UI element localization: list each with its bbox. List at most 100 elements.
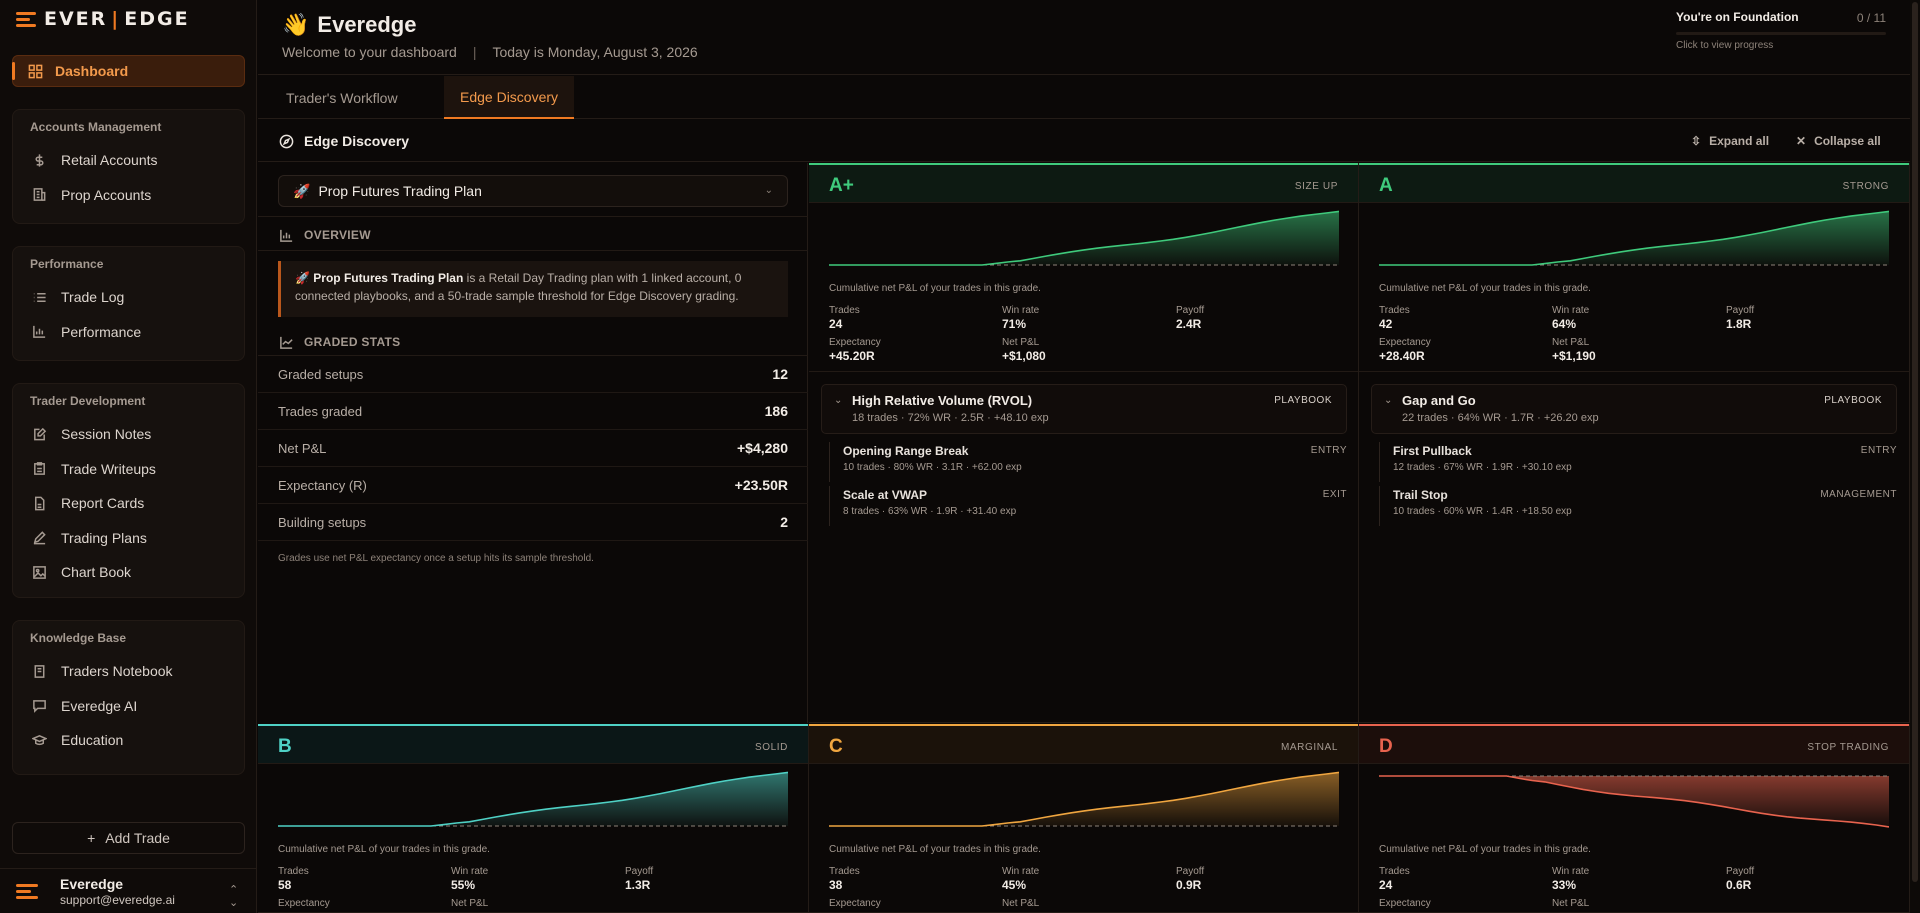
logo-icon <box>16 10 38 28</box>
chart-caption: Cumulative net P&L of your trades in thi… <box>829 283 1041 294</box>
setup-stats: 10 trades · 60% WR · 1.4R · +18.50 exp <box>1393 506 1572 517</box>
file-icon <box>31 495 47 511</box>
chevron-down-icon[interactable]: ⌄ <box>1384 395 1393 406</box>
grade-tag: STOP TRADING <box>1807 742 1889 753</box>
user-name: Everedge <box>60 876 124 892</box>
scrollbar-thumb[interactable] <box>1912 2 1918 882</box>
stat-row: Trades graded 186 <box>258 393 808 430</box>
grade-metric: Expectancy +45.20R <box>829 337 881 363</box>
sidebar-item-label: Education <box>61 732 124 749</box>
sidebar-item-label: Prop Accounts <box>61 186 152 203</box>
cumulative-pnl-chart <box>829 210 1340 266</box>
sidebar-item-education[interactable]: Education <box>31 728 123 752</box>
sidebar-item-dashboard[interactable]: Dashboard <box>12 55 245 87</box>
stat-row: Graded setups 12 <box>258 356 808 393</box>
expand-icon: ⇳ <box>1691 134 1702 148</box>
grade-metric: Payoff 0.6R <box>1726 866 1755 892</box>
playbook-badge: PLAYBOOK <box>1824 395 1882 406</box>
setup-row[interactable]: Trail Stop 10 trades · 60% WR · 1.4R · +1… <box>1379 486 1897 526</box>
chart-line <box>829 771 1340 827</box>
grade-metric: Payoff 1.3R <box>625 866 654 892</box>
grade-metric: Payoff 1.8R <box>1726 305 1755 331</box>
page-subtitle: Welcome to your dashboard | Today is Monda… <box>282 44 698 60</box>
dollar-icon <box>31 152 47 168</box>
cumulative-pnl-chart <box>1379 775 1890 828</box>
chart-line <box>829 210 1340 266</box>
expand-all-button[interactable]: ⇳ Expand all <box>1691 134 1770 148</box>
grade-card-c: C MARGINAL Cumulative net P&L of your trad… <box>809 724 1359 913</box>
page-header: 👋 Everedge Welcome to your dashboard | Toda… <box>258 0 1920 75</box>
sidebar-item-traders-notebook[interactable]: Traders Notebook <box>31 659 173 683</box>
playbook-title: Gap and Go <box>1402 393 1476 408</box>
stat-value: 2 <box>780 514 788 530</box>
sidebar-item-label: Performance <box>61 323 142 340</box>
pencil-icon <box>31 530 47 546</box>
building-icon <box>31 187 47 203</box>
chart-area <box>1379 211 1889 265</box>
sidebar-group <box>12 383 245 598</box>
page-scrollbar[interactable] <box>1910 0 1920 913</box>
logo[interactable]: EVER | EDGE <box>16 8 190 30</box>
grade-metric: Win rate 45% <box>1002 866 1040 892</box>
grading-footnote: Grades use net P&L expectancy once a set… <box>278 553 594 564</box>
sidebar-item-label: Dashboard <box>55 63 129 79</box>
sidebar-item-report-cards[interactable]: Report Cards <box>31 491 144 515</box>
sidebar-item-trade-writeups[interactable]: Trade Writeups <box>31 457 156 481</box>
sidebar-item-label: Trade Log <box>61 289 125 305</box>
playbook-stats: 22 trades · 64% WR · 1.7R · +26.20 exp <box>1402 412 1599 424</box>
sidebar-item-performance[interactable]: Performance <box>31 320 141 344</box>
playbook-row[interactable]: ⌄ High Relative Volume (RVOL) 18 trades · … <box>821 384 1347 434</box>
setup-row[interactable]: Opening Range Break 10 trades · 80% WR · … <box>829 442 1347 482</box>
grade-card-d: D STOP TRADING Cumulative net P&L of your … <box>1359 724 1910 913</box>
grade-metric: Trades 24 <box>829 305 860 331</box>
grade-metric: Expectancy <box>1379 898 1431 909</box>
tab-edge-discovery[interactable]: Edge Discovery <box>444 76 575 119</box>
tab-bar: Trader's Workflow Edge Discovery <box>258 76 1920 119</box>
chart-line <box>1379 210 1890 266</box>
sidebar-group <box>12 246 245 361</box>
playbook-badge: PLAYBOOK <box>1274 395 1332 406</box>
bar-chart-icon <box>278 227 294 243</box>
section-bar: Edge Discovery ⇳ Expand all ✕ Collapse all <box>258 120 1920 162</box>
collapse-all-button[interactable]: ✕ Collapse all <box>1796 134 1881 148</box>
grade-metric: Net P&L <box>451 898 489 909</box>
plan-overview: 🚀 Prop Futures Trading Plan is a Retail … <box>278 261 788 317</box>
setup-stats: 8 trades · 63% WR · 1.9R · +31.40 exp <box>843 506 1017 517</box>
setup-type: ENTRY <box>1310 445 1347 456</box>
plan-select[interactable]: 🚀 Prop Futures Trading Plan ⌄ <box>278 175 788 207</box>
setup-type: ENTRY <box>1860 445 1897 456</box>
grade-metric: Win rate 33% <box>1552 866 1590 892</box>
sidebar-item-label: Retail Accounts <box>61 152 158 168</box>
wave-icon: 👋 <box>282 12 310 37</box>
overview-heading: OVERVIEW <box>278 227 371 243</box>
playbook-row[interactable]: ⌄ Gap and Go 22 trades · 64% WR · 1.7R · +… <box>1371 384 1897 434</box>
setup-row[interactable]: Scale at VWAP 8 trades · 63% WR · 1.9R · … <box>829 486 1347 526</box>
sidebar-item-trade-log[interactable]: Trade Log <box>31 285 124 309</box>
sidebar-item-retail-accounts[interactable]: Retail Accounts <box>31 148 158 172</box>
chevron-down-icon[interactable]: ⌄ <box>834 395 843 406</box>
sidebar-group-title: Trader Development <box>30 394 146 408</box>
section-title: Edge Discovery <box>278 133 409 149</box>
grade-letter: D <box>1379 736 1393 757</box>
stat-value: 186 <box>764 403 788 419</box>
stat-label: Building setups <box>278 515 367 530</box>
chart-caption: Cumulative net P&L of your trades in thi… <box>1379 283 1591 294</box>
sidebar-group <box>12 109 245 224</box>
chart-caption: Cumulative net P&L of your trades in thi… <box>1379 844 1591 855</box>
sidebar-item-session-notes[interactable]: Session Notes <box>31 422 151 446</box>
chat-icon <box>31 698 47 714</box>
sidebar-item-prop-accounts[interactable]: Prop Accounts <box>31 183 151 207</box>
foundation-progress[interactable]: You're on Foundation 0 / 11 Click to vie… <box>1676 10 1886 51</box>
grade-card-a: A STRONG Cumulative net P&L of your trades… <box>1359 163 1910 723</box>
sidebar-item-trading-plans[interactable]: Trading Plans <box>31 526 147 550</box>
add-trade-button[interactable]: + Add Trade <box>12 822 245 854</box>
sidebar-group-title: Performance <box>30 257 104 271</box>
tab-traders-workflow[interactable]: Trader's Workflow <box>286 89 398 106</box>
sidebar-item-chart-book[interactable]: Chart Book <box>31 560 131 584</box>
grade-letter: B <box>278 736 292 757</box>
setup-row[interactable]: First Pullback 12 trades · 67% WR · 1.9R … <box>1379 442 1897 482</box>
chevron-updown-icon: ⌃ ⌄ <box>229 884 239 909</box>
grade-card-a-plus: A+ SIZE UP Cumulative net P&L of your trad… <box>809 163 1359 723</box>
sidebar-item-everedge-ai[interactable]: Everedge AI <box>31 694 137 718</box>
user-menu[interactable]: Everedge support@everedge.ai ⌃ ⌄ <box>0 868 257 913</box>
